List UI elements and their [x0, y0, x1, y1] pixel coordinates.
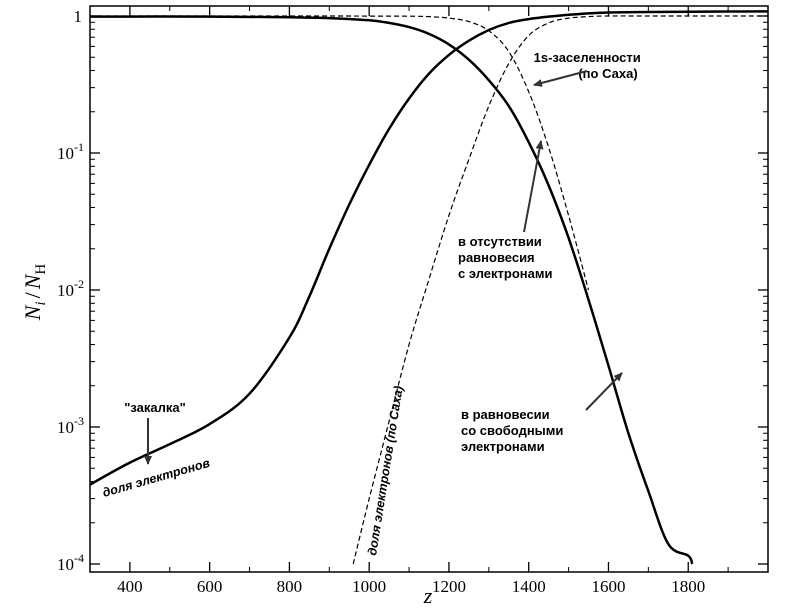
y-tick-labels: 110-110-210-310-4	[57, 7, 84, 574]
y-tick-label: 1	[74, 7, 83, 26]
annotation-eq: в равновесии со свободными электронами	[461, 407, 567, 454]
x-tick-labels: 400 600 800 1000 1200 1400 1600 1800	[117, 577, 705, 596]
arrow-saha-1s	[533, 70, 588, 87]
annotation-saha-1s-line2: (по Саха)	[578, 66, 637, 81]
arrow-eq	[585, 372, 623, 411]
x-tick-label: 1600	[591, 577, 625, 596]
y-tick-base: 10	[57, 555, 74, 574]
y-tick-exp: -4	[74, 551, 84, 565]
series-1s-population-saha	[90, 15, 590, 291]
annotation-eq-line1: в равновесии	[461, 407, 550, 422]
y-tick-base: 10	[57, 281, 74, 300]
y-tick-exp: -1	[74, 140, 84, 154]
series-electron-fraction-saha	[352, 15, 768, 565]
annotation-noneq-line1: в отсутствии	[458, 234, 542, 249]
x-tick-label: 1000	[352, 577, 386, 596]
y-tick-base: 10	[57, 144, 74, 163]
y-axis-title-n: N	[20, 304, 45, 321]
plot-frame	[89, 5, 769, 573]
series-group	[90, 10, 768, 565]
y-tick-base: 1	[74, 7, 83, 26]
annotation-quench: "закалка"	[124, 400, 186, 415]
x-axis-title: z	[423, 583, 433, 608]
svg-text:Ni/NH: Ni/NH	[20, 264, 49, 322]
label-electron-fraction: доля электронов	[101, 456, 212, 500]
y-tick-label: 10-3	[57, 414, 84, 437]
y-axis-title-n-sub: i	[33, 301, 49, 305]
x-tick-label: 1400	[512, 577, 546, 596]
y-axis-title: Ni/NH	[20, 264, 49, 322]
annotation-noneq-line3: с электронами	[458, 266, 552, 281]
series-electron-fraction	[90, 10, 768, 486]
y-tick-label: 10-2	[57, 277, 84, 300]
arrow-noneq	[523, 140, 544, 233]
annotations: "закалка" доля электронов доля электроно…	[101, 50, 645, 557]
y-tick-label: 10-4	[57, 551, 84, 574]
y-tick-label: 10-1	[57, 140, 84, 163]
y-axis-title-sep: /	[20, 291, 45, 298]
y-axis-title-nh: N	[20, 273, 45, 290]
annotation-saha-1s-line1: 1s-заселенности	[534, 50, 641, 65]
series-1s-population	[90, 15, 694, 565]
axis-ticks	[89, 6, 768, 572]
annotation-eq-line2: со свободными	[461, 423, 563, 438]
y-tick-base: 10	[57, 418, 74, 437]
annotation-eq-line3: электронами	[461, 439, 545, 454]
y-axis-title-nh-sub: H	[33, 264, 49, 275]
x-tick-label: 800	[277, 577, 303, 596]
x-tick-label: 1200	[432, 577, 466, 596]
y-tick-exp: -2	[74, 277, 84, 291]
x-tick-label: 400	[117, 577, 143, 596]
annotation-noneq: в отсутствии равновесия с электронами	[458, 234, 552, 281]
x-tick-label: 1800	[671, 577, 705, 596]
annotation-noneq-line2: равновесия	[458, 250, 535, 265]
x-tick-label: 600	[197, 577, 223, 596]
y-tick-exp: -3	[74, 414, 84, 428]
label-electron-fraction-saha: доля электронов (по Саха)	[365, 385, 406, 557]
annotation-saha-1s: 1s-заселенности (по Саха)	[534, 50, 645, 81]
